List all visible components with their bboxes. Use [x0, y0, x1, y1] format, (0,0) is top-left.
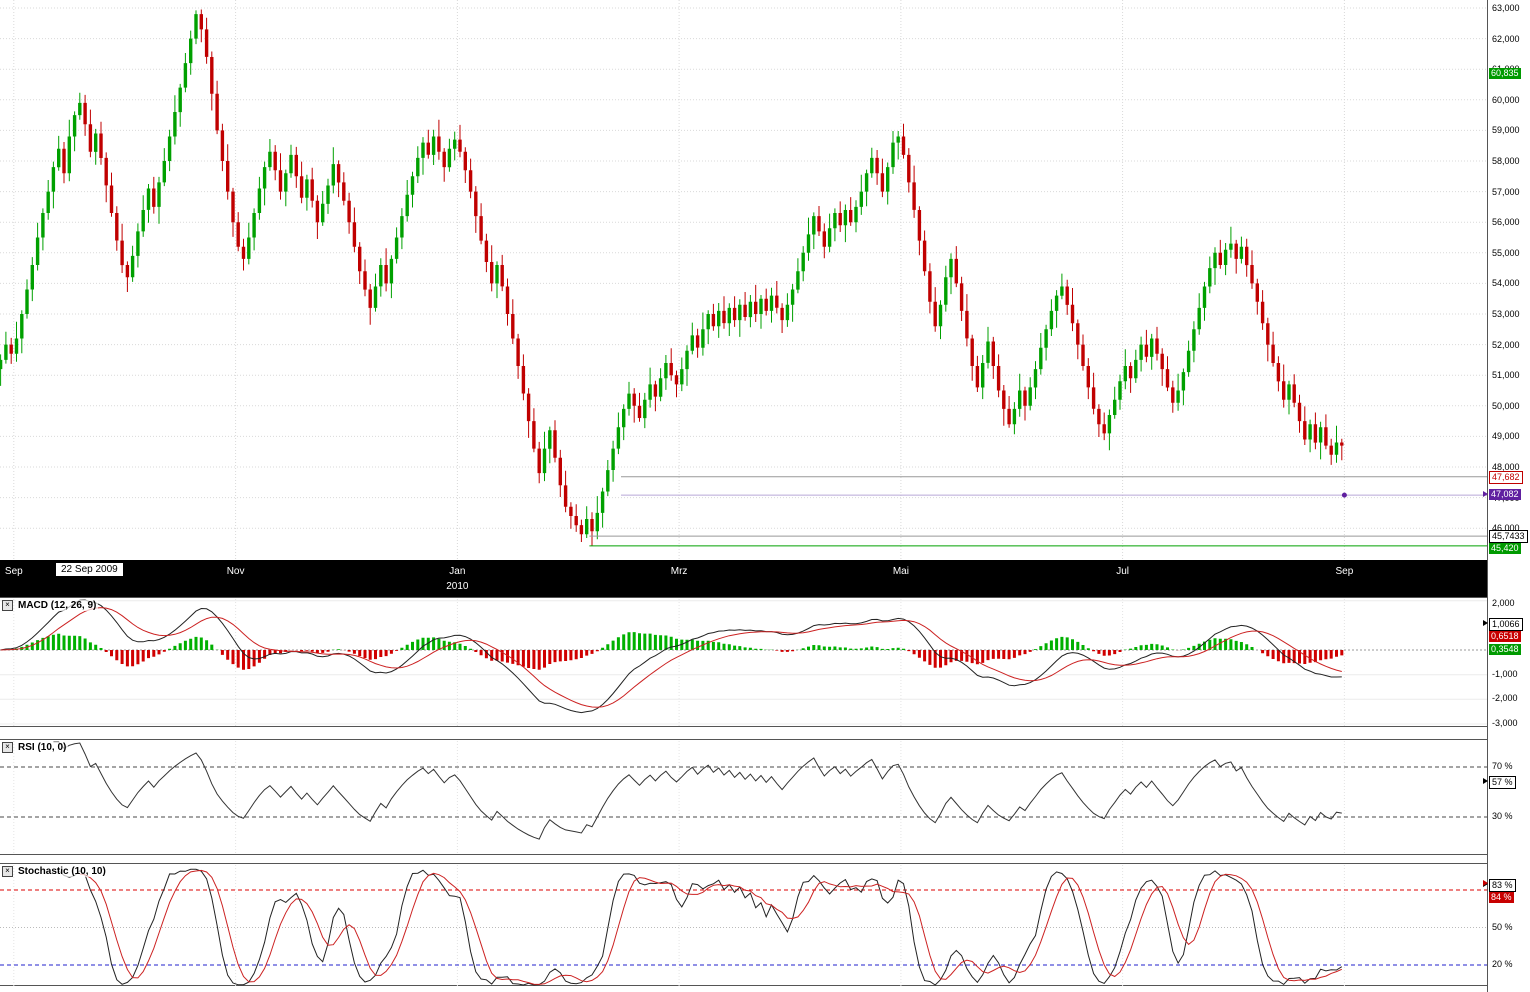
- stoch-d-value-badge: 84 %: [1489, 892, 1514, 904]
- stochastic-tick-label: 20 %: [1492, 959, 1513, 969]
- stochastic-panel-title: Stochastic (10, 10): [16, 866, 108, 877]
- time-axis-month-label: Sep: [4, 566, 23, 577]
- close-stochastic-panel-button[interactable]: ×: [2, 866, 13, 877]
- price-tick-label: 50,000: [1492, 400, 1520, 411]
- level-47682-badge: 47,682: [1489, 470, 1523, 484]
- price-tick-label: 52,000: [1492, 339, 1520, 350]
- stochastic-lines: [58, 868, 1343, 986]
- grid-layer: [0, 0, 1487, 560]
- price-tick-label: 59,000: [1492, 125, 1520, 136]
- price-tick-label: 63,000: [1492, 3, 1520, 13]
- price-tick-label: 53,000: [1492, 309, 1520, 319]
- panel-splitter[interactable]: [0, 727, 1487, 739]
- rsi-tick-label: 70 %: [1492, 761, 1513, 771]
- price-tick-label: 46,000: [1492, 523, 1520, 534]
- time-axis-year-label: 2010: [446, 581, 469, 592]
- value-marker-arrow: [1483, 620, 1488, 627]
- rsi-tick-label: 30 %: [1492, 811, 1513, 821]
- price-tick-label: 62,000: [1492, 33, 1520, 44]
- macd-panel-header: × MACD (12, 26, 9): [2, 600, 99, 611]
- level-47082-badge: 47,082: [1489, 489, 1521, 501]
- rsi-panel-title: RSI (10, 0): [16, 742, 69, 753]
- stochastic-panel[interactable]: × Stochastic (10, 10): [0, 863, 1487, 986]
- rsi-value-badge: 57 %: [1489, 776, 1516, 790]
- stochastic-tick-label: 50 %: [1492, 921, 1513, 932]
- macd-tick-label: -2,000: [1492, 693, 1518, 704]
- value-marker-arrow: [1483, 778, 1488, 785]
- level-lines-layer: [589, 476, 1487, 547]
- rsi-panel-header: × RSI (10, 0): [2, 742, 69, 753]
- rsi-chart[interactable]: [0, 741, 1487, 855]
- signal-value-badge: 0,6518: [1489, 631, 1521, 643]
- stochastic-grid-layer: [0, 865, 1487, 986]
- macd-histogram: [4, 632, 1344, 670]
- value-marker-arrow: [1483, 880, 1488, 886]
- macd-value-badge: 1,0066: [1489, 618, 1523, 632]
- time-axis-month-label: Mrz: [670, 566, 688, 577]
- time-axis-month-label: Mai: [892, 566, 909, 577]
- stochastic-chart[interactable]: [0, 865, 1487, 986]
- rsi-panel[interactable]: × RSI (10, 0): [0, 739, 1487, 855]
- price-chart-panel[interactable]: [0, 0, 1487, 560]
- value-marker-arrow: [1483, 491, 1488, 498]
- macd-panel-title: MACD (12, 26, 9): [16, 600, 99, 611]
- macd-tick-label: -3,000: [1492, 718, 1518, 728]
- price-tick-label: 58,000: [1492, 156, 1520, 166]
- hist-value-badge: 0,3548: [1489, 644, 1521, 656]
- level-457433-badge: 45,7433: [1489, 530, 1528, 544]
- macd-tick-label: 2,000: [1492, 598, 1515, 608]
- close-rsi-panel-button[interactable]: ×: [2, 742, 13, 753]
- close-macd-panel-button[interactable]: ×: [2, 600, 13, 611]
- time-axis[interactable]: 22 Sep 2009 2010 Sep Nov Jan Mrz Mai Jul Sep: [0, 560, 1487, 597]
- macd-lines: [0, 599, 1342, 714]
- macd-grid-layer: [0, 599, 1487, 727]
- price-tick-label: 60,000: [1492, 94, 1520, 105]
- level-60835-badge: 60,835: [1489, 68, 1521, 80]
- price-tick-label: 57,000: [1492, 186, 1520, 197]
- price-tick-label: 55,000: [1492, 247, 1520, 258]
- candles-layer: [0, 9, 1344, 546]
- macd-panel[interactable]: × MACD (12, 26, 9): [0, 597, 1487, 727]
- candlestick-chart[interactable]: [0, 0, 1487, 560]
- time-axis-month-label: Nov: [226, 566, 245, 577]
- level-45420-badge: 45,420: [1489, 543, 1521, 555]
- price-tick-label: 51,000: [1492, 370, 1520, 381]
- time-axis-month-label: Sep: [1335, 566, 1354, 577]
- price-tick-label: 56,000: [1492, 217, 1520, 228]
- price-tick-label: 48,000: [1492, 462, 1520, 472]
- price-tick-label: 54,000: [1492, 278, 1520, 289]
- time-axis-month-label: Jul: [1116, 566, 1130, 577]
- macd-chart[interactable]: [0, 599, 1487, 727]
- price-axis-gutter[interactable]: 63,00062,00061,00060,00059,00058,00057,0…: [1483, 0, 1530, 992]
- stoch-k-value-badge: 83 %: [1489, 879, 1516, 893]
- rsi-grid-layer: [0, 741, 1487, 855]
- stochastic-panel-header: × Stochastic (10, 10): [2, 866, 108, 877]
- cursor-date-tooltip: 22 Sep 2009: [56, 563, 123, 576]
- time-axis-month-label: Jan: [449, 566, 466, 577]
- price-tick-label: 49,000: [1492, 431, 1520, 442]
- panel-splitter[interactable]: [0, 855, 1487, 863]
- macd-tick-label: -1,000: [1492, 668, 1518, 679]
- rsi-line: [53, 741, 1342, 840]
